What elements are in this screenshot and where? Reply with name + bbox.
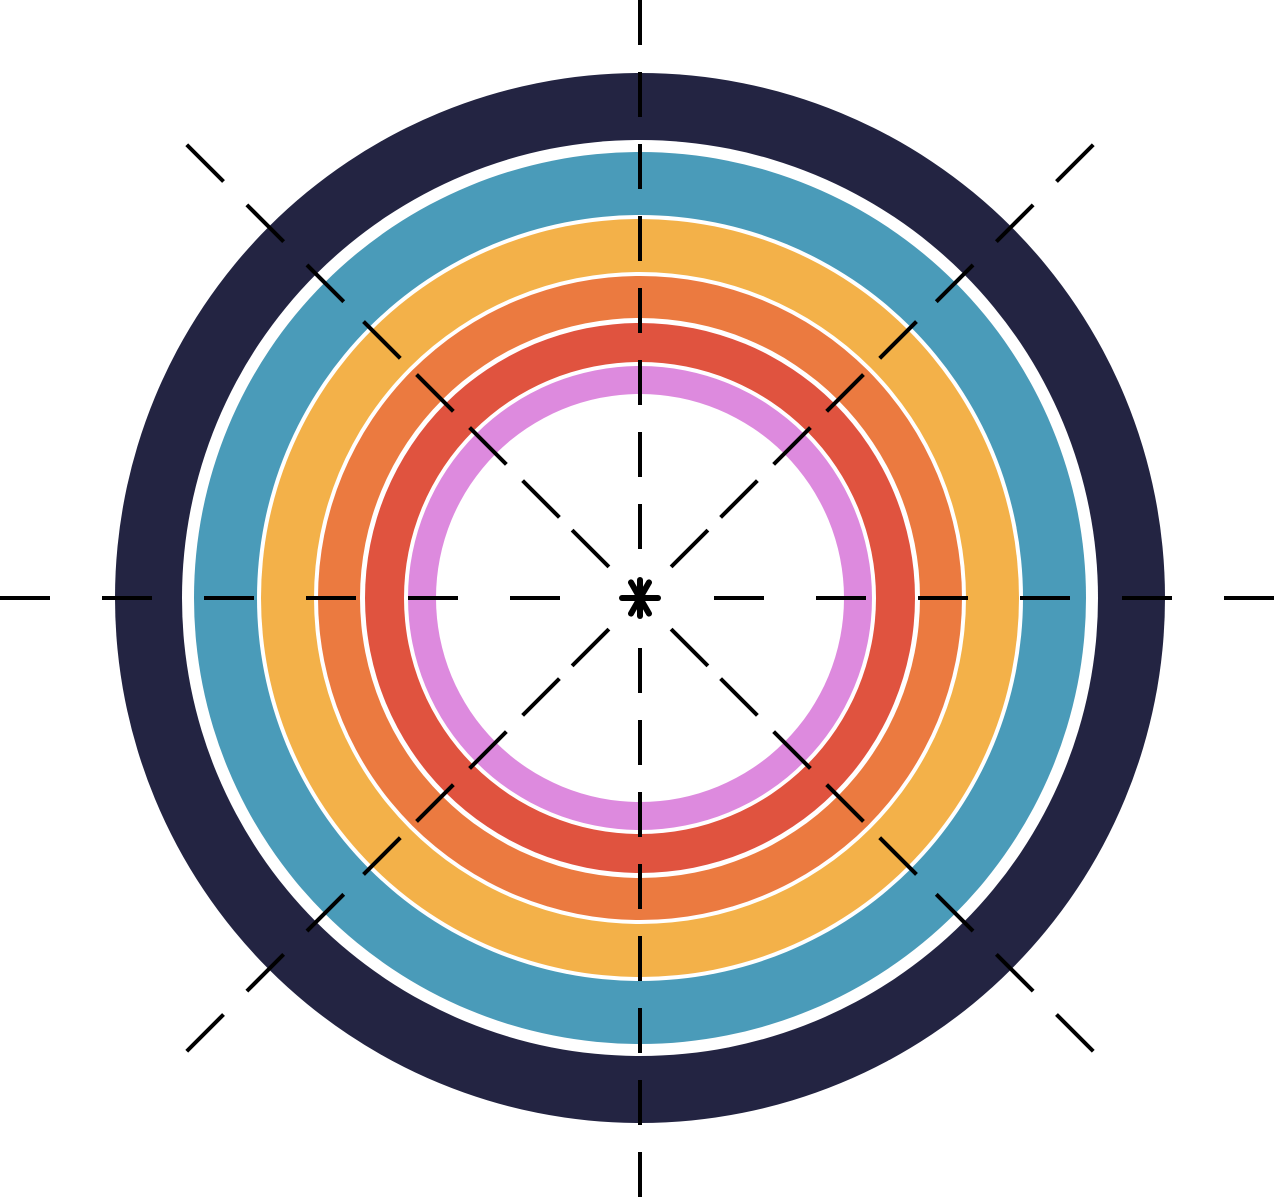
crosshair-dash-diagonal [669, 627, 710, 668]
crosshair-dash-diagonal [669, 528, 710, 569]
crosshair-dash-diagonal [468, 426, 508, 466]
crosshair-dash-diagonal [772, 730, 812, 770]
crosshair-dash-diagonal [415, 373, 455, 413]
crosshair-dash-diagonal [825, 783, 865, 823]
crosshair-dash-diagonal [362, 320, 402, 360]
crosshair-dash-diagonal [362, 836, 402, 876]
crosshair-dash-diagonal [570, 528, 611, 569]
crosshair-dash-diagonal [468, 730, 508, 770]
crosshair-dash-diagonal [1055, 143, 1095, 183]
crosshair-dash-diagonal [878, 320, 918, 360]
crosshair-dash-diagonal [878, 836, 918, 876]
crosshair-dash-diagonal [934, 263, 975, 304]
crosshair-dash-diagonal [305, 263, 346, 304]
asterisk-icon [619, 577, 661, 619]
crosshair-dash-diagonal [994, 952, 1035, 993]
crosshair-dash-diagonal [415, 783, 455, 823]
crosshair-dash-diagonal [570, 627, 611, 668]
crosshair-dash-diagonal [1055, 1013, 1095, 1053]
crosshair-dash-diagonal [185, 143, 225, 183]
crosshair-dash-diagonal [772, 426, 812, 466]
crosshair-dash-diagonal [934, 892, 975, 933]
crosshair-dash-diagonal [305, 892, 346, 933]
crosshair-dash-diagonal [245, 952, 286, 993]
crosshair-dash-diagonal [719, 479, 759, 519]
crosshair-dash-diagonal [994, 203, 1035, 244]
crosshair-dash-diagonal [719, 677, 759, 717]
crosshair-dash-diagonal [521, 677, 561, 717]
crosshair-dash-diagonal [825, 373, 865, 413]
crosshair-dash-diagonal [245, 203, 286, 244]
crosshair-dash-diagonal [521, 479, 561, 519]
crosshair-dash-diagonal [185, 1013, 225, 1053]
